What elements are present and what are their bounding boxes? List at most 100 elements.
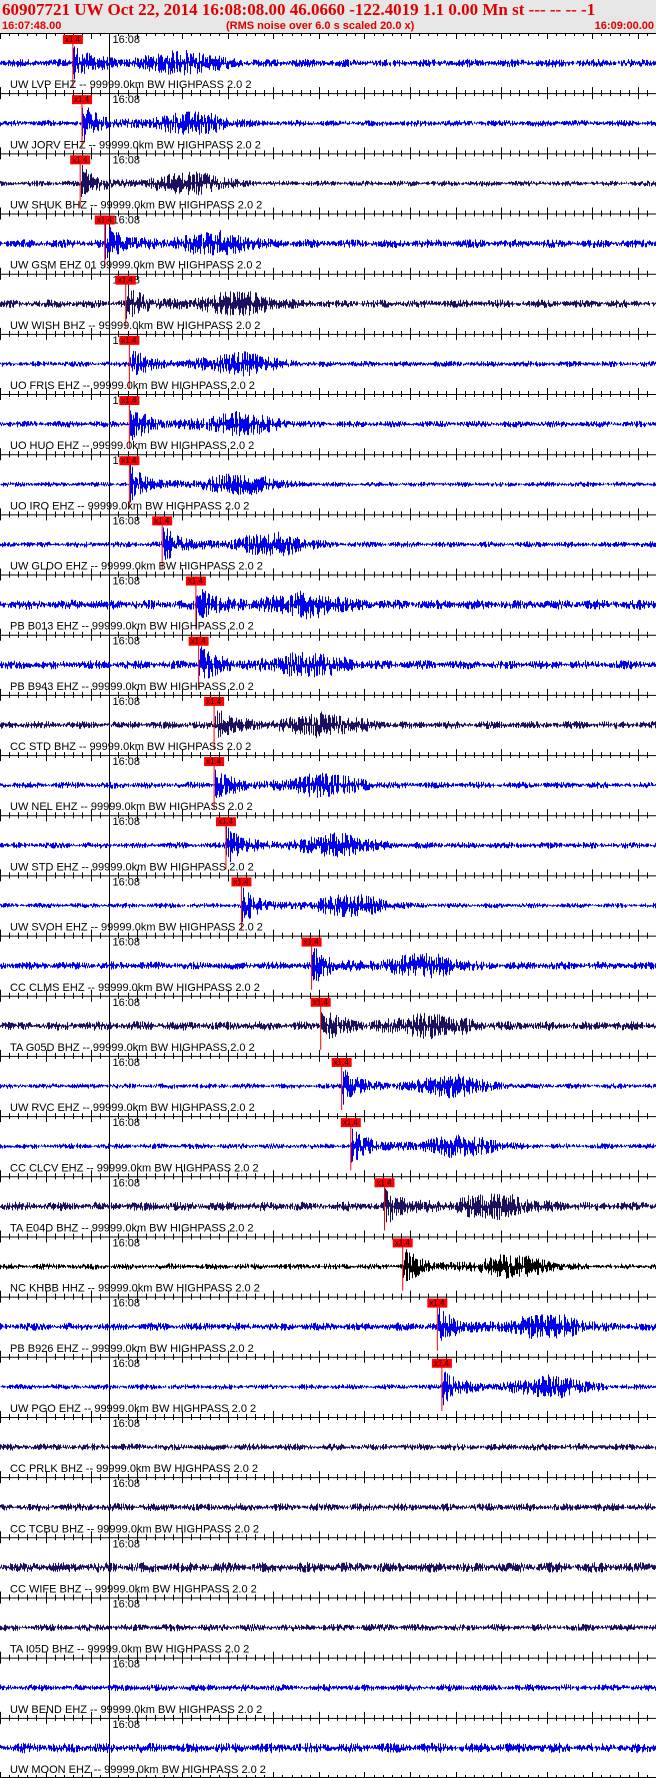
station-label: UO HUO EHZ -- 99999.0km BW HIGHPASS 2.0 … [10, 440, 254, 452]
station-label: UW WISH BHZ -- 99999.0km BW HIGHPASS 2.0… [10, 320, 260, 332]
station-label: UW RVC EHZ -- 99999.0km BW HIGHPASS 2.0 … [10, 1102, 255, 1114]
waveform [0, 165, 656, 197]
waveform [0, 410, 656, 441]
minute-label: 16:08 [113, 1057, 141, 1069]
station-label: UO FRIS EHZ -- 99999.0km BW HIGHPASS 2.0… [10, 380, 255, 392]
waveform [0, 1623, 656, 1632]
trace-21: 16:08x1.4PB B926 EHZ -- 99999.0km BW HIG… [0, 1296, 656, 1357]
waveform [0, 1562, 656, 1573]
time-ticks [0, 1116, 656, 1177]
trace-16: 16:08x1.4TA G05D BHZ -- 99999.0km BW HIG… [0, 995, 656, 1056]
waveform [0, 887, 656, 923]
station-label: UW GLDO EHZ -- 99999.0km BW HIGHPASS 2.0… [10, 561, 263, 573]
time-ticks [0, 755, 656, 816]
time-ticks [0, 815, 656, 876]
time-ticks [0, 634, 656, 695]
time-ticks [0, 1537, 656, 1598]
waveform [0, 769, 656, 798]
minute-label: 16:08 [113, 696, 141, 708]
trace-25: 16:08 CC WIFE BHZ -- 99999.0km BW HIGHPAS… [0, 1537, 656, 1598]
waveform [0, 1249, 656, 1281]
scaling-note: (RMS noise over 6.0 s scaled 20.0 x) [226, 20, 415, 32]
trace-11: 16:08x1.4CC STD BHZ -- 99999.0km BW HIGH… [0, 694, 656, 756]
time-ticks [0, 1055, 656, 1117]
minute-label: 16:08 [113, 1478, 141, 1490]
time-ticks [0, 1657, 656, 1718]
waveform [0, 1503, 656, 1512]
trace-12: 16:08x1.4UW NEL EHZ -- 99999.0km BW HIGH… [0, 755, 656, 816]
waveform [0, 1307, 656, 1341]
station-label: CC PRLK BHZ -- 99999.0km BW HIGHPASS 2.0… [10, 1463, 258, 1475]
minute-label: 16:08 [113, 876, 141, 888]
waveform [0, 350, 656, 377]
end-time: 16:09:00.00 [594, 20, 654, 32]
time-ticks [0, 875, 656, 936]
waveform [0, 1371, 656, 1406]
minute-label: 16:08 [113, 215, 141, 227]
header-bar: 60907721 UW Oct 22, 2014 16:08:08.00 46.… [0, 0, 656, 33]
minute-label: 16:08 [113, 94, 141, 106]
station-label: UW SVOH EHZ -- 99999.0km BW HIGHPASS 2.0… [10, 922, 263, 934]
time-ticks [0, 33, 656, 94]
waveform [0, 646, 656, 679]
trace-7: 16:08x1.4UO IRO EHZ -- 99999.0km BW HIGH… [0, 454, 656, 515]
time-ticks [0, 394, 656, 455]
time-ticks [0, 153, 656, 214]
station-label: CC CLCV EHZ -- 99999.0km BW HIGHPASS 2.0… [10, 1162, 259, 1174]
trace-2: 16:08x1.4UW SHUK BHZ -- 99999.0km BW HIG… [0, 153, 656, 214]
station-label: UW GSM EHZ 01 99999.0km BW HIGHPASS 2.0 … [10, 260, 262, 272]
trace-17: 16:08x1.4UW RVC EHZ -- 99999.0km BW HIGH… [0, 1055, 656, 1117]
station-label: UO IRO EHZ -- 99999.0km BW HIGHPASS 2.0 … [10, 500, 249, 512]
station-label: NC KHBB HHZ -- 99999.0km BW HIGHPASS 2.0… [10, 1283, 260, 1295]
time-ticks [0, 1236, 656, 1297]
minute-label: 16:08 [113, 154, 141, 166]
time-ticks [0, 574, 656, 635]
waveform [0, 107, 656, 141]
waveform [0, 589, 656, 628]
minute-label: 16:08 [113, 1358, 141, 1370]
trace-18: 16:08x1.4CC CLCV EHZ -- 99999.0km BW HIG… [0, 1116, 656, 1177]
time-ticks [0, 1416, 656, 1478]
seismogram-plot: 16:08x1.4UW LVP EHZ -- 99999.0km BW HIGH… [0, 33, 656, 1778]
waveform [0, 1069, 656, 1105]
trace-10: 16:08x1.4PB B943 EHZ -- 99999.0km BW HIG… [0, 634, 656, 695]
station-label: UW JORV EHZ -- 99999.0km BW HIGHPASS 2.0… [10, 139, 261, 151]
waveform [0, 824, 656, 863]
station-label: CC TCBU BHZ -- 99999.0km BW HIGHPASS 2.0… [10, 1523, 259, 1535]
trace-22: 16:08x1.4UW PGO EHZ -- 99999.0km BW HIGH… [0, 1356, 656, 1417]
trace-5: 16:08x1.4UO FRIS EHZ -- 99999.0km BW HIG… [0, 333, 656, 395]
minute-label: 16:08 [113, 1538, 141, 1550]
station-label: UW PGO EHZ -- 99999.0km BW HIGHPASS 2.0 … [10, 1403, 256, 1415]
time-ticks [0, 995, 656, 1056]
waveform [0, 1443, 656, 1451]
waveform [0, 527, 656, 560]
trace-13: 16:08x1.4UW STD EHZ -- 99999.0km BW HIGH… [0, 815, 656, 876]
time-ticks [0, 1597, 656, 1658]
station-label: TA I05D BHZ -- 99999.0km BW HIGHPASS 2.0… [10, 1644, 249, 1656]
time-ticks [0, 514, 656, 575]
trace-23: 16:08 CC PRLK BHZ -- 99999.0km BW HIGHPAS… [0, 1416, 656, 1478]
minute-label: 16:08 [113, 34, 141, 46]
waveform [0, 1188, 656, 1223]
minute-label: 16:08 [113, 816, 141, 828]
time-ticks [0, 93, 656, 154]
station-label: TA E04D BHZ -- 99999.0km BW HIGHPASS 2.0… [10, 1222, 254, 1234]
time-ticks [0, 454, 656, 515]
minute-label: 16:08 [113, 937, 141, 949]
start-time: 16:07:48.00 [2, 20, 62, 32]
station-label: PB B013 EHZ -- 99999.0km BW HIGHPASS 2.0… [10, 621, 254, 633]
minute-label: 16:08 [113, 997, 141, 1009]
trace-15: 16:08x1.4CC CLMS EHZ -- 99999.0km BW HIG… [0, 935, 656, 996]
station-label: UW STD EHZ -- 99999.0km BW HIGHPASS 2.0 … [10, 861, 254, 873]
time-ticks [0, 273, 656, 334]
minute-label: 16:08 [113, 756, 141, 768]
trace-19: 16:08x1.4TA E04D BHZ -- 99999.0km BW HIG… [0, 1176, 656, 1237]
minute-label: 16:08 [113, 1298, 141, 1310]
time-ticks [0, 1477, 656, 1538]
trace-3: 16:08x1.4UW GSM EHZ 01 99999.0km BW HIGH… [0, 213, 656, 274]
waveform [0, 948, 656, 982]
station-label: UW BEND EHZ -- 99999.0km BW HIGHPASS 2.0… [10, 1704, 262, 1716]
trace-20: 16:08x1.4NC KHBB HHZ -- 99999.0km BW HIG… [0, 1236, 656, 1297]
minute-label: 16:08 [113, 1719, 141, 1731]
minute-label: 16:08 [113, 1117, 141, 1129]
